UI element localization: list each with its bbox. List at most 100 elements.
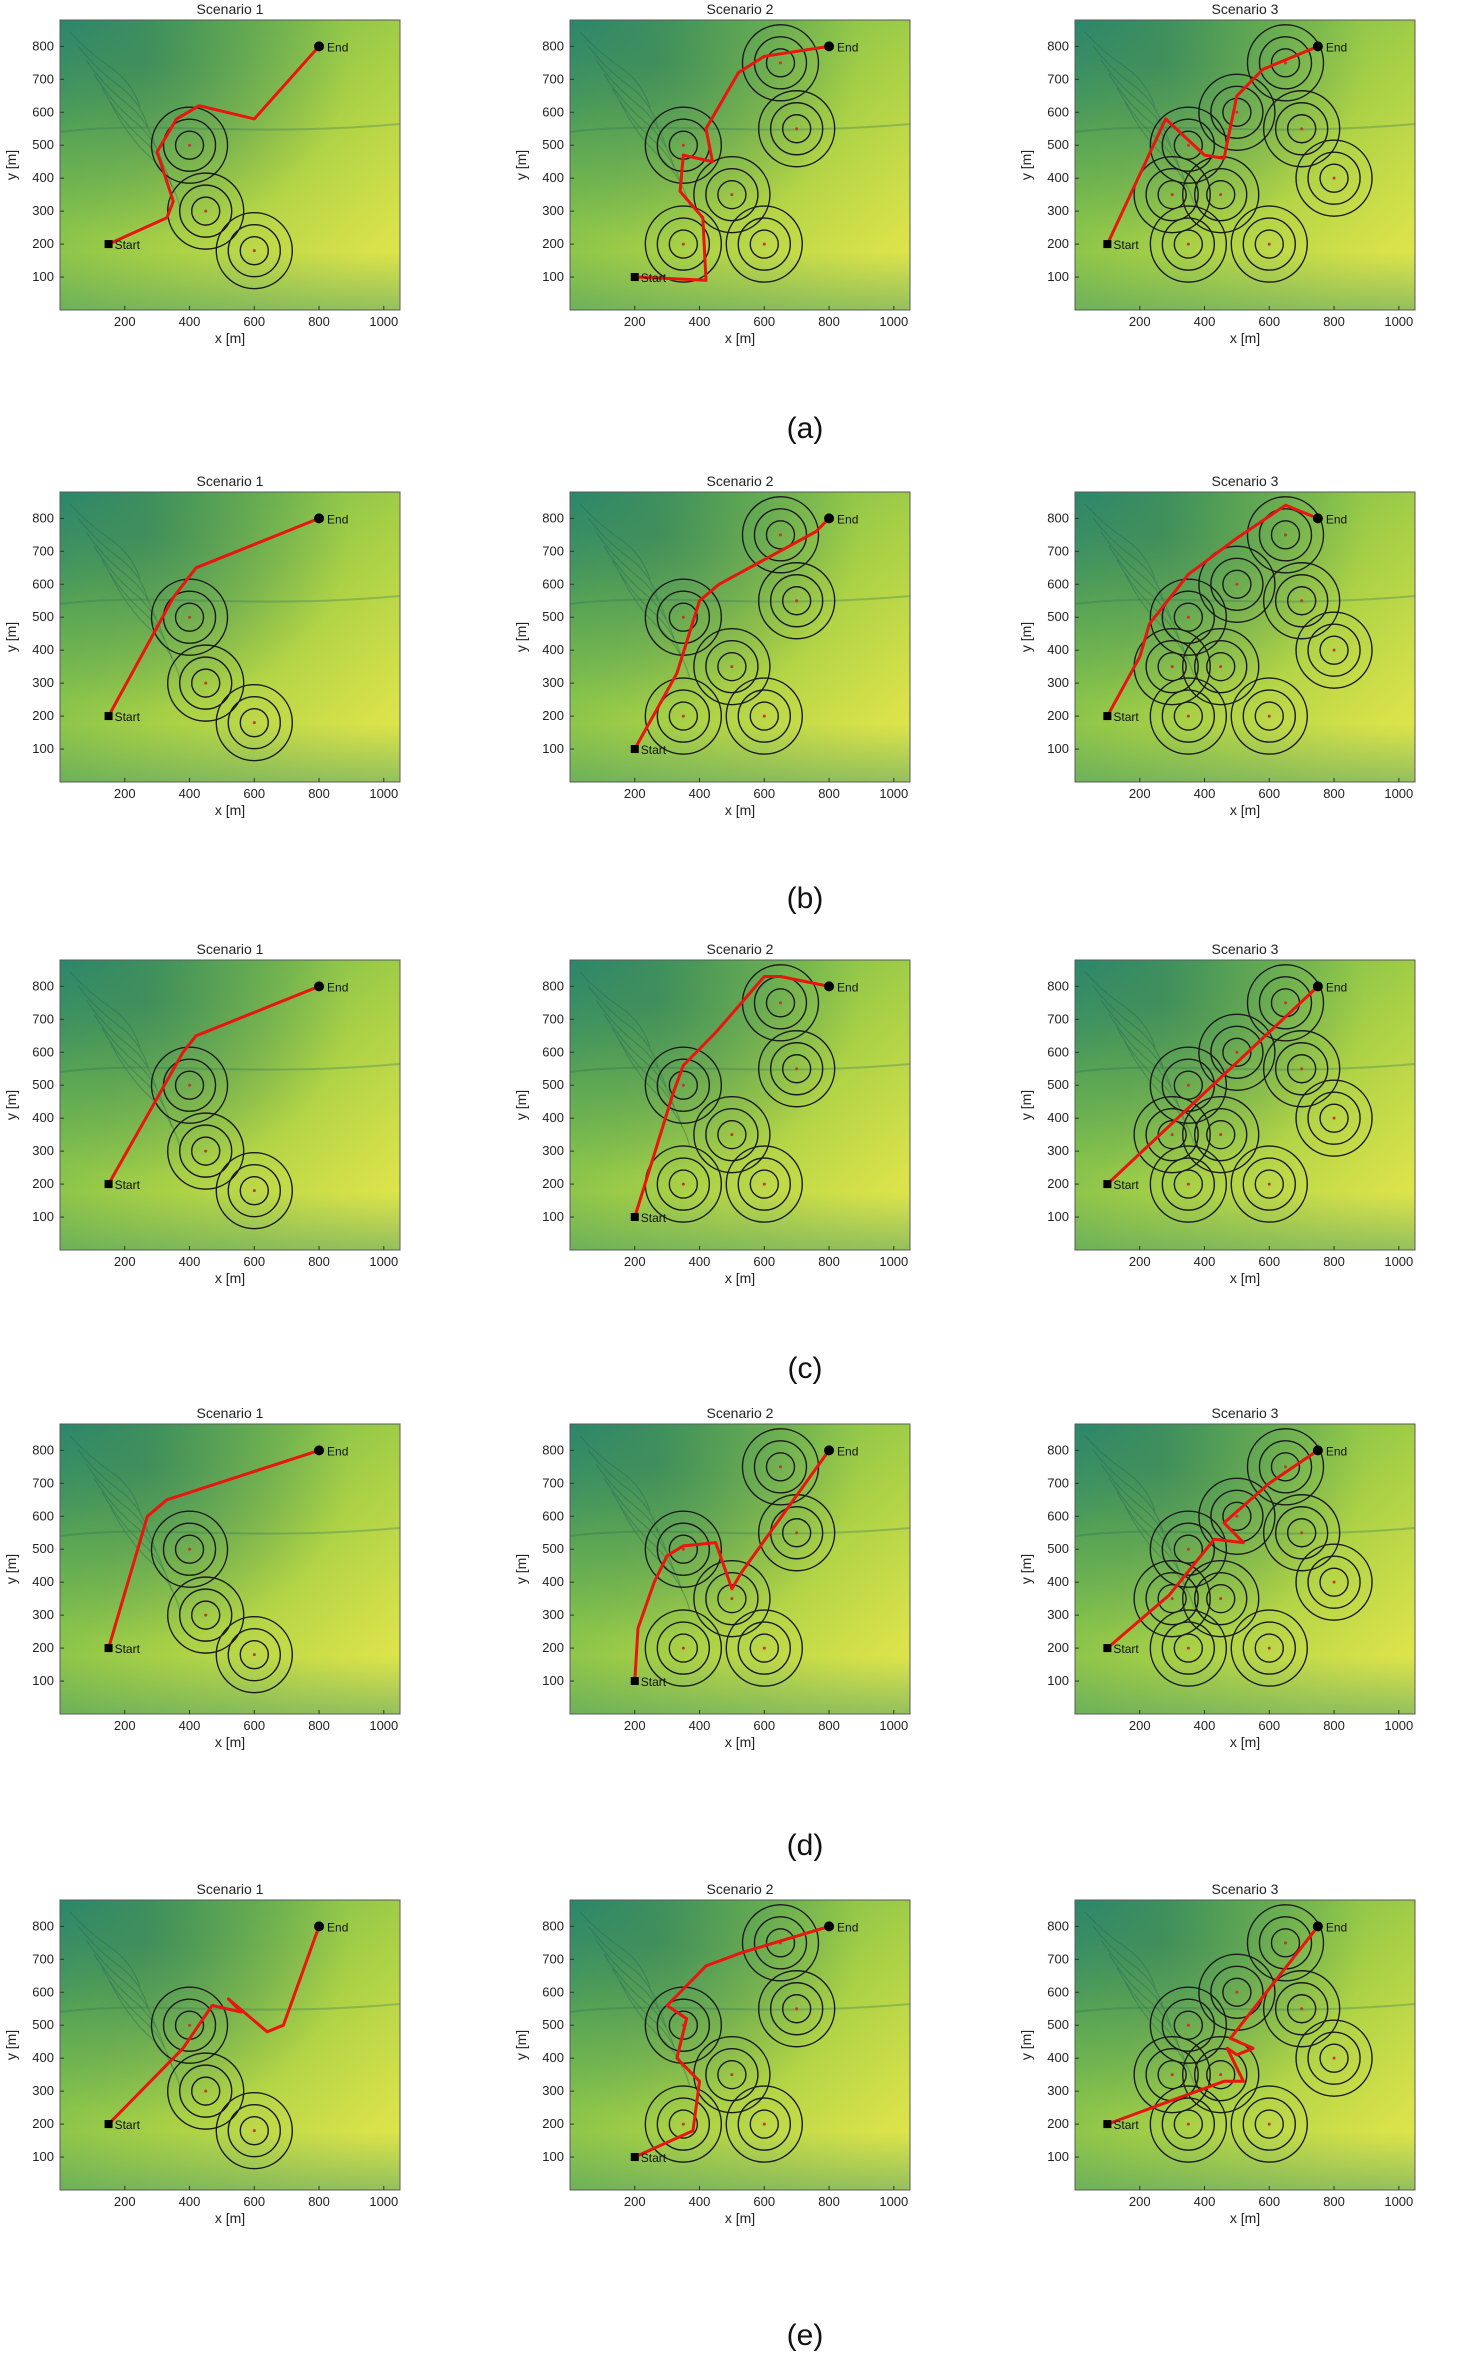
terrain-ridge [603,545,675,640]
terrain-ridge [69,503,141,580]
threat-ring [1149,205,1228,283]
terrain-ridge [85,999,157,1088]
terrain-ridge [1074,2003,1416,2013]
x-tick-label: 800 [308,2194,330,2209]
y-tick-label: 100 [1047,1209,1069,1224]
terrain-ridge [109,1981,181,2088]
y-tick-label: 700 [542,71,564,86]
threat-center [1235,582,1239,586]
threat-ring [1254,1633,1284,1663]
x-tick-label: 200 [1129,1254,1151,1269]
threat-ring [656,1998,711,2052]
threat-ring [191,668,221,698]
threat-center [778,533,782,537]
threat-ring [1173,1534,1204,1564]
terrain-ridge [109,101,181,208]
panel-title: Scenario 2 [707,473,774,489]
threat-ring [1145,1571,1199,1626]
threat-ring [1230,677,1308,755]
threat-center [1332,1580,1336,1584]
end-marker [1312,1445,1323,1456]
threat-center [252,249,256,253]
x-tick-label: 800 [1323,1254,1345,1269]
flight-path [107,516,321,718]
y-axis-label: y [m] [3,2030,19,2060]
axes-frame [569,19,911,311]
start-label: Start [1113,1642,1139,1656]
threat-center [681,1547,685,1551]
x-tick-label: 400 [179,314,201,329]
y-tick-label: 800 [32,510,54,525]
threat-center [204,681,208,685]
y-tick-label: 500 [1047,1077,1069,1092]
threat-ring [749,229,779,259]
x-tick-label: 200 [1129,314,1151,329]
threat-center [252,1653,256,1657]
threat-center [1235,1050,1239,1054]
threat-ring [1258,976,1313,1030]
y-tick-label: 200 [32,708,54,723]
threat-ring [656,2097,711,2151]
threat-ring [167,644,245,722]
row-label: (a) [787,412,824,445]
x-axis-label: x [m] [725,802,755,818]
start-label: Start [115,710,141,724]
threat-ring [749,1169,779,1199]
end-marker [824,1921,835,1932]
y-tick-label: 100 [32,269,54,284]
x-tick-label: 600 [243,1718,265,1733]
threat-ring [167,1112,245,1190]
y-tick-label: 600 [542,1508,564,1523]
terrain-shade [570,960,910,1250]
threat-ring [1307,1091,1361,1145]
end-marker [824,981,835,992]
y-tick-label: 200 [1047,708,1069,723]
x-tick-label: 800 [308,786,330,801]
threat-ring [1194,1107,1248,1162]
y-tick-label: 100 [32,741,54,756]
threat-ring [1222,1037,1252,1067]
threat-ring [1133,1095,1211,1174]
threat-center [1283,1001,1287,1005]
threat-center [1267,1182,1271,1186]
y-tick-label: 700 [32,71,54,86]
threat-ring [668,2010,699,2040]
y-tick-label: 200 [542,708,564,723]
threat-center [1267,714,1271,718]
terrain-ridge [579,971,651,1048]
y-tick-label: 600 [1047,1984,1069,1999]
threat-ring [749,1633,779,1663]
threat-ring [1161,689,1216,743]
y-tick-label: 400 [1047,1574,1069,1589]
y-tick-label: 500 [1047,2017,1069,2032]
threat-ring [227,1627,281,1682]
end-marker [314,981,325,992]
flight-path [1105,984,1320,1186]
y-tick-label: 300 [542,1607,564,1622]
terrain-ridge [59,2003,401,2013]
threat-ring [239,2115,269,2146]
flight-path [1105,503,1320,718]
threat-ring [1254,1169,1284,1199]
y-tick-label: 100 [1047,1673,1069,1688]
threat-center [1170,665,1174,669]
threat-ring [215,211,293,290]
x-tick-label: 200 [624,1254,646,1269]
x-tick-label: 200 [624,1718,646,1733]
panel-title: Scenario 3 [1212,1,1279,17]
terrain-shade [60,1900,400,2190]
threat-ring [725,2085,803,2163]
end-marker [314,513,325,524]
threat-ring [1295,1543,1373,1621]
threat-center [795,127,799,131]
y-axis-label: y [m] [513,1554,529,1584]
threat-ring [1145,639,1199,694]
panel: Scenario 2 200 400 600 800 1000 100 200 300 400 50… [513,941,911,1286]
threat-ring [769,1042,824,1096]
threat-ring [1286,1994,1317,2024]
y-tick-label: 200 [1047,236,1069,251]
flight-path [107,1448,321,1650]
threat-center [204,1613,208,1617]
threat-center [1267,2122,1271,2126]
x-axis-label: x [m] [215,1734,245,1750]
